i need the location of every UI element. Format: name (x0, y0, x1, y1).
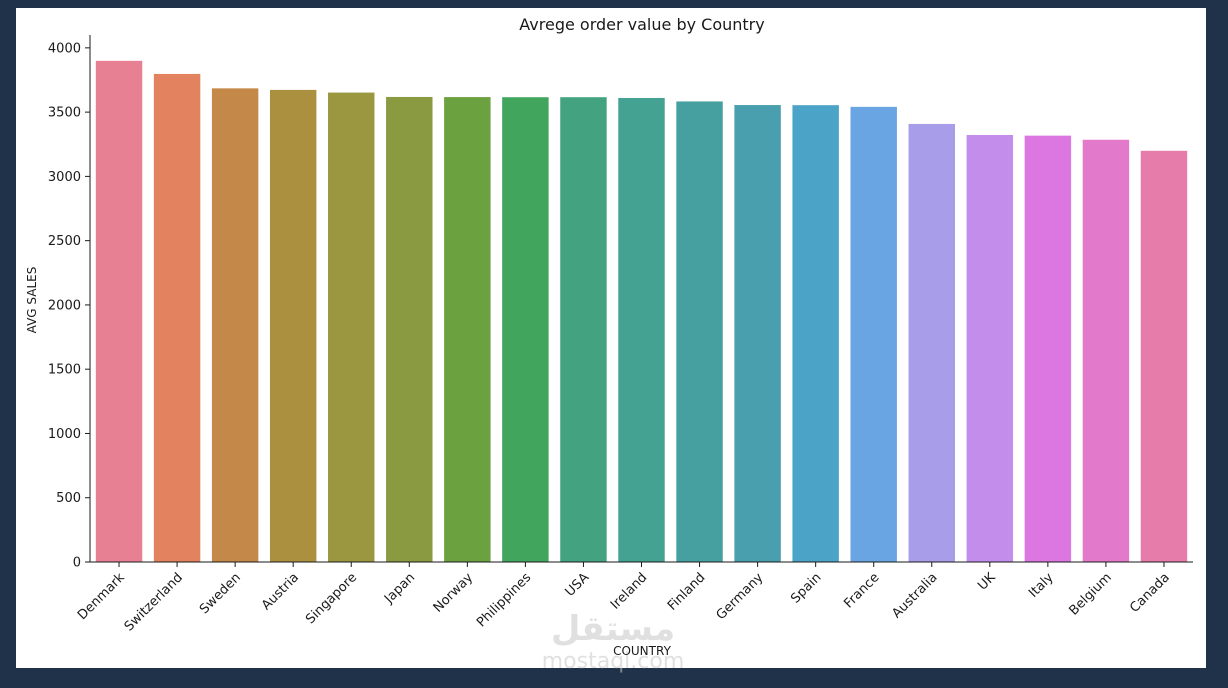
bar-italy (1024, 135, 1072, 562)
watermark-site: mostaql.com (542, 649, 685, 674)
bar-norway (444, 97, 491, 562)
y-tick-label: 1000 (48, 427, 81, 442)
bar-ireland (618, 97, 665, 562)
bar-belgium (1082, 139, 1130, 562)
y-axis-label: AVG SALES (25, 267, 39, 334)
bar-singapore (328, 92, 375, 562)
y-tick-label: 2000 (48, 298, 81, 313)
y-tick-label: 4000 (48, 41, 81, 56)
bar-finland (676, 101, 723, 562)
bar-australia (908, 123, 955, 562)
bar-uk (966, 135, 1014, 562)
bar-spain (792, 105, 839, 563)
bar-japan (386, 96, 433, 562)
x-axis-label: COUNTRY (613, 644, 671, 658)
y-tick-label: 1500 (48, 363, 81, 378)
bar-usa (560, 97, 607, 563)
bar-france (850, 106, 897, 562)
y-axis: 0 500 1000 1500 2000 2500 3000 3500 4000 (48, 35, 91, 571)
bar-canada (1140, 150, 1188, 562)
y-tick-label: 0 (73, 556, 81, 571)
y-tick-label: 3000 (48, 170, 81, 185)
watermark: مستقل mostaql.com (542, 609, 685, 674)
y-tick-label: 500 (56, 491, 81, 506)
bar-austria (269, 89, 317, 562)
bar-sweden (211, 88, 259, 562)
bar-denmark (95, 60, 143, 563)
bar-switzerland (153, 73, 201, 562)
bars-group (95, 60, 1188, 563)
bar-philippines (502, 97, 549, 563)
bar-germany (734, 105, 781, 563)
y-tick-label: 2500 (48, 234, 81, 249)
chart-title: Avrege order value by Country (519, 15, 764, 34)
y-tick-label: 3500 (48, 106, 81, 121)
watermark-logo: مستقل (551, 609, 675, 649)
